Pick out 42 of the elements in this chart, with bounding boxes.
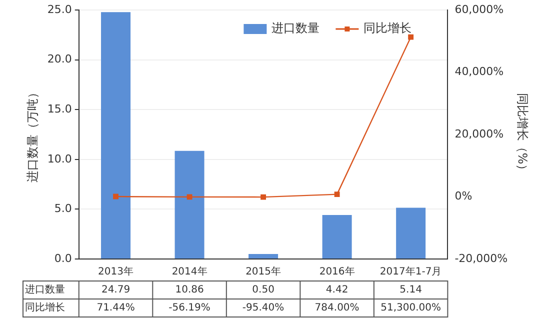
y-tick-label: 20.0	[47, 52, 72, 66]
data-label: -95.40%	[242, 302, 284, 314]
legend-label: 进口数量	[272, 21, 320, 36]
data-label: 784.00%	[314, 302, 360, 314]
y-tick-label: 0.0	[54, 252, 72, 265]
data-label: 51,300.00%	[380, 302, 442, 314]
data-label: -56.19%	[168, 302, 210, 314]
y-tick-label: 5.0	[54, 202, 72, 216]
y-tick-label: 15.0	[47, 102, 72, 116]
y2-tick-label: 0%	[454, 190, 472, 203]
point	[186, 194, 192, 200]
x-tick-label: 2013年	[98, 266, 134, 278]
bar	[174, 150, 204, 258]
y-tick-label: 25.0	[47, 2, 72, 16]
y2-tick-label: 60,000%	[454, 2, 504, 16]
y2-axis-title: 同比增长（%）	[516, 92, 530, 176]
x-tick-label: 2016年	[319, 266, 355, 278]
data-label: 5.14	[400, 284, 422, 296]
text: 进口数量	[25, 284, 65, 296]
y2-tick-label: 40,000%	[454, 65, 504, 78]
data-label: 24.79	[101, 284, 130, 296]
data-label: 4.42	[326, 284, 348, 296]
data-label: 10.86	[175, 284, 204, 296]
x-tick-label: 2014年	[172, 266, 208, 278]
data-label: 0.50	[252, 284, 274, 296]
x-tick-label: 2015年	[246, 266, 282, 278]
bar	[322, 214, 352, 258]
x-tick-label: 2017年1-7月	[380, 266, 442, 278]
point	[408, 34, 414, 40]
bar	[101, 12, 131, 258]
point	[260, 194, 266, 200]
point	[334, 192, 340, 198]
data-label: 71.44%	[96, 302, 135, 314]
y2-tick-label: -20,000%	[454, 252, 508, 265]
y-axis-title: 进口数量（万吨）	[25, 86, 40, 182]
bar	[396, 208, 426, 258]
legend-label: 同比增长	[364, 21, 412, 36]
text: 同比增长	[25, 302, 65, 314]
point	[113, 194, 118, 200]
y-tick-label: 10.0	[47, 152, 72, 166]
bar	[248, 254, 278, 258]
y2-tick-label: 20,000%	[454, 127, 504, 140]
